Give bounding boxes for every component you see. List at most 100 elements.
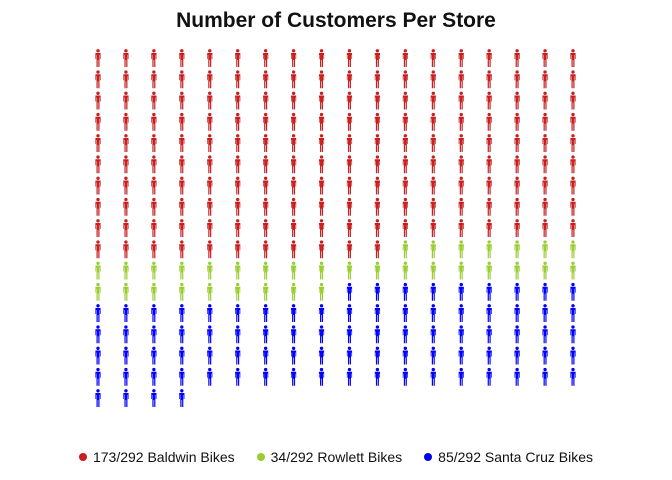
person-icon (346, 304, 353, 322)
person-icon (318, 112, 325, 131)
person-icon (542, 304, 548, 322)
person-icon (290, 112, 297, 131)
person-icon (290, 134, 297, 152)
person-icon (179, 134, 185, 152)
person-icon (207, 282, 213, 301)
person-icon (402, 304, 408, 322)
person-icon (151, 261, 157, 280)
person-icon (458, 49, 464, 67)
person-icon (179, 219, 185, 237)
person-icon (151, 155, 157, 174)
person-icon (95, 367, 101, 386)
person-icon (123, 325, 129, 344)
person-icon (318, 134, 325, 152)
person-icon (514, 240, 520, 259)
person-icon (207, 176, 213, 195)
person-icon (123, 282, 129, 301)
person-icon (570, 49, 576, 67)
person-icon (123, 304, 129, 322)
person-icon (430, 304, 436, 322)
person-icon (514, 176, 520, 195)
person-icon (514, 261, 520, 280)
person-icon (235, 155, 241, 174)
person-icon (151, 304, 157, 322)
person-icon (570, 70, 576, 89)
person-icon (458, 304, 464, 322)
person-icon (207, 325, 213, 344)
person-icon (542, 261, 548, 280)
person-icon (486, 112, 492, 131)
person-icon (514, 91, 520, 110)
person-icon (542, 197, 548, 216)
person-icon (430, 49, 436, 67)
person-icon (235, 346, 241, 365)
person-icon (207, 346, 213, 365)
person-icon (374, 176, 381, 195)
person-icon (402, 197, 408, 216)
person-icon (542, 346, 548, 365)
person-icon (151, 176, 157, 195)
person-icon (95, 240, 101, 259)
person-icon (123, 176, 129, 195)
person-icon (151, 282, 157, 301)
person-icon (151, 70, 157, 89)
person-icon (570, 367, 576, 386)
person-icon (290, 304, 297, 322)
person-icon (430, 112, 436, 131)
person-icon (95, 197, 101, 216)
person-icon (430, 346, 436, 365)
person-icon (290, 70, 297, 89)
person-icon (374, 325, 381, 344)
person-icon (486, 261, 492, 280)
person-icon (290, 240, 297, 259)
person-icon (235, 70, 241, 89)
person-icon (514, 325, 520, 344)
person-icon (179, 325, 185, 344)
person-icon (123, 367, 129, 386)
person-icon (570, 219, 576, 237)
person-icon (207, 219, 213, 237)
person-icon (542, 219, 548, 237)
person-icon (402, 155, 408, 174)
legend: 173/292 Baldwin Bikes 34/292 Rowlett Bik… (0, 447, 672, 467)
person-icon (458, 112, 464, 131)
person-icon (290, 367, 297, 386)
person-icon (179, 282, 185, 301)
person-icon (374, 197, 381, 216)
person-icon (542, 112, 548, 131)
person-icon (458, 197, 464, 216)
person-icon (263, 282, 269, 301)
person-icon (179, 176, 185, 195)
person-icon (402, 346, 408, 365)
person-icon (235, 325, 241, 344)
legend-item-santa-cruz: 85/292 Santa Cruz Bikes (424, 449, 593, 465)
person-icon (179, 91, 185, 110)
person-icon (374, 367, 381, 386)
person-icon (318, 261, 325, 280)
person-icon (542, 367, 548, 386)
person-icon (95, 134, 101, 152)
person-icon (486, 240, 492, 259)
legend-dot-icon (78, 453, 87, 461)
legend-label: 34/292 Rowlett Bikes (270, 449, 403, 465)
person-icon (263, 346, 269, 365)
person-icon (263, 70, 269, 89)
person-icon (430, 155, 436, 174)
person-icon (570, 282, 576, 301)
person-icon (430, 134, 436, 152)
person-icon (207, 49, 213, 67)
person-icon (374, 240, 381, 259)
person-icon (207, 367, 213, 386)
person-icon (263, 219, 269, 237)
person-icon (570, 91, 576, 110)
person-icon (374, 282, 381, 301)
person-icon (458, 240, 464, 259)
person-icon (346, 261, 353, 280)
person-icon (318, 282, 325, 301)
person-icon (514, 282, 520, 301)
person-icon (346, 367, 353, 386)
person-icon (235, 197, 241, 216)
person-icon (207, 261, 213, 280)
person-icon (207, 197, 213, 216)
person-icon (179, 197, 185, 216)
